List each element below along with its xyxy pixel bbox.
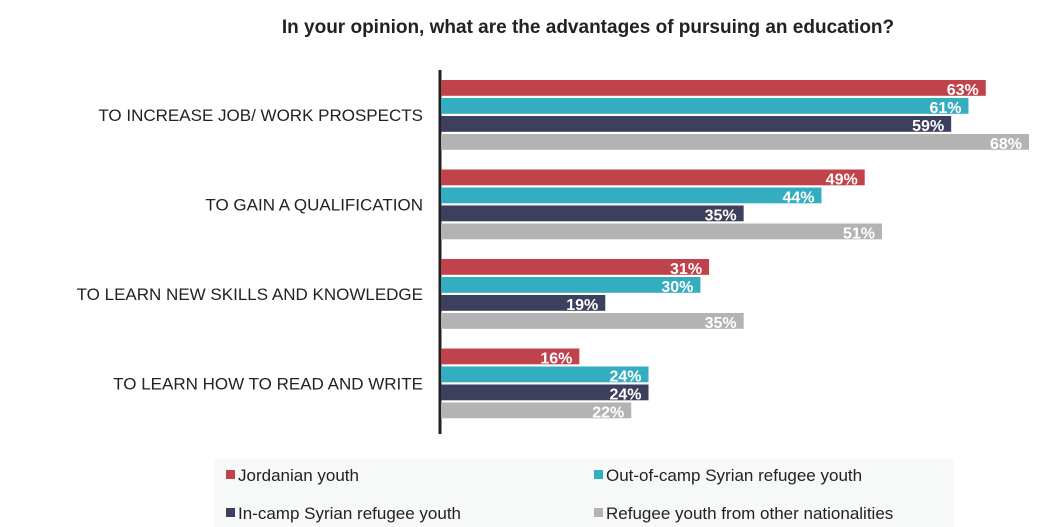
- bar: [441, 313, 744, 329]
- legend-label: Refugee youth from other nationalities: [606, 504, 893, 523]
- data-label: 59%: [912, 118, 944, 135]
- data-label: 63%: [947, 82, 979, 99]
- data-label: 49%: [826, 171, 858, 188]
- data-label: 30%: [661, 279, 693, 296]
- data-label: 51%: [843, 225, 875, 242]
- category-label: TO GAIN A QUALIFICATION: [205, 195, 423, 214]
- data-label: 24%: [609, 386, 641, 403]
- data-label: 16%: [540, 350, 572, 367]
- chart-title: In your opinion, what are the advantages…: [282, 17, 894, 38]
- bar: [441, 402, 632, 419]
- bar: [441, 169, 865, 186]
- category-label: TO INCREASE JOB/ WORK PROSPECTS: [98, 106, 423, 125]
- data-label: 61%: [929, 100, 961, 117]
- data-label: 22%: [592, 404, 624, 421]
- bar: [441, 98, 969, 114]
- bar: [441, 366, 649, 383]
- data-label: 68%: [990, 136, 1022, 153]
- data-label: 24%: [609, 368, 641, 385]
- bar: [441, 205, 744, 222]
- bar: [441, 277, 701, 293]
- bar: [441, 295, 606, 311]
- legend-swatch: [226, 470, 235, 479]
- bar: [441, 187, 822, 204]
- data-label: 35%: [705, 315, 737, 332]
- legend-background: [214, 458, 954, 527]
- bar: [441, 223, 882, 240]
- legend-label: Out-of-camp Syrian refugee youth: [606, 466, 862, 485]
- data-label: 31%: [670, 261, 702, 278]
- legend-swatch: [226, 508, 235, 517]
- data-label: 35%: [705, 207, 737, 224]
- legend-swatch: [594, 508, 603, 517]
- legend-swatch: [594, 470, 603, 479]
- category-label: TO LEARN HOW TO READ AND WRITE: [113, 374, 423, 393]
- bar: [441, 348, 580, 365]
- bar: [441, 134, 1029, 150]
- legend-label: Jordanian youth: [238, 466, 359, 485]
- bar: [441, 80, 986, 96]
- bar: [441, 384, 649, 401]
- data-label: 19%: [566, 297, 598, 314]
- category-label: TO LEARN NEW SKILLS AND KNOWLEDGE: [77, 285, 423, 304]
- bar: [441, 259, 710, 275]
- legend-label: In-camp Syrian refugee youth: [238, 504, 461, 523]
- data-label: 44%: [782, 189, 814, 206]
- bar: [441, 116, 952, 132]
